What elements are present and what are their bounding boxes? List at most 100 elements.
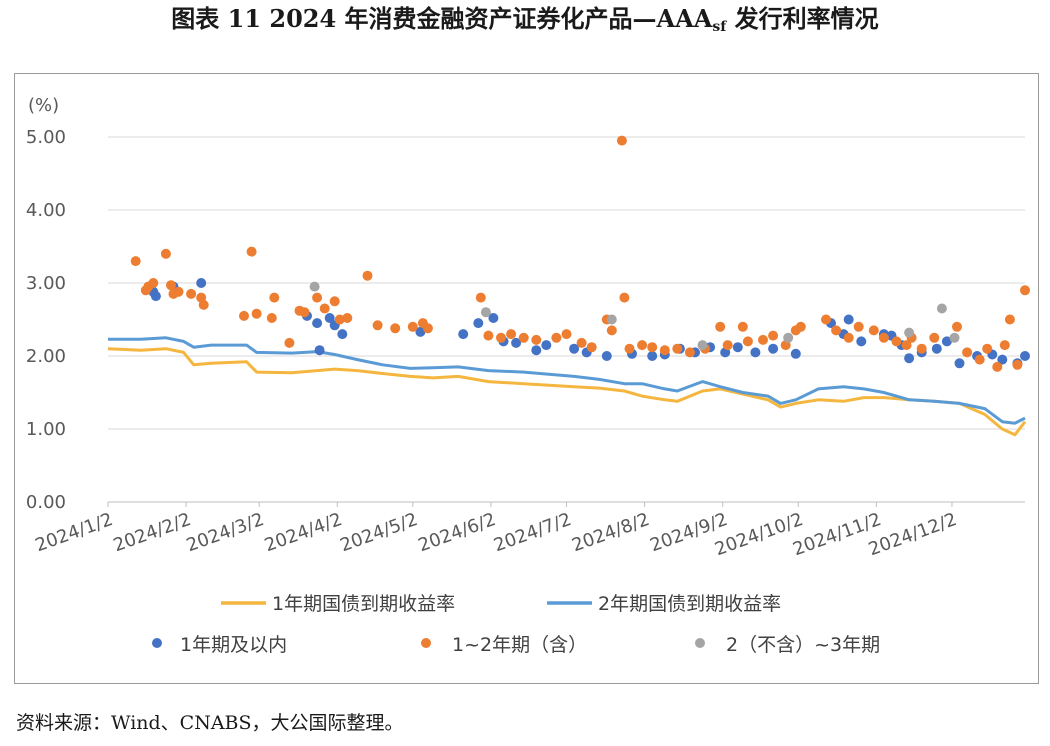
point-1-2y bbox=[821, 314, 831, 325]
point-1-2y bbox=[334, 314, 345, 325]
point-1-2y bbox=[768, 330, 779, 341]
point-1-2y bbox=[342, 313, 353, 323]
point-within-1y bbox=[511, 337, 522, 348]
point-1-2y bbox=[715, 321, 726, 332]
y-tick-label: 5.00 bbox=[26, 127, 66, 148]
legend-label-1-2y: 1~2年期（含） bbox=[452, 634, 587, 656]
point-within-1y bbox=[458, 329, 469, 340]
x-tick-label: 2024/7/2 bbox=[491, 509, 574, 556]
point-1-2y bbox=[531, 334, 542, 345]
point-within-1y bbox=[312, 318, 323, 329]
point-1-2y bbox=[737, 321, 748, 332]
point-within-1y bbox=[941, 336, 952, 347]
point-2-3y bbox=[936, 303, 947, 314]
point-within-1y bbox=[541, 340, 552, 351]
point-1-2y bbox=[198, 299, 209, 310]
x-tick-label: 2024/10/2 bbox=[712, 509, 806, 560]
point-1-2y bbox=[616, 135, 627, 146]
point-1-2y bbox=[329, 296, 340, 307]
gridlines bbox=[108, 136, 1025, 503]
y-axis-unit-label: (%) bbox=[28, 95, 59, 116]
point-1-2y bbox=[586, 342, 597, 353]
point-within-1y bbox=[415, 326, 426, 337]
point-1-2y bbox=[483, 330, 494, 341]
legend-label-line-2y: 2年期国债到期收益率 bbox=[598, 593, 781, 615]
point-1-2y bbox=[982, 343, 993, 354]
legend-label-2-3y: 2（不含）~3年期 bbox=[726, 634, 880, 656]
point-1-2y bbox=[684, 347, 695, 358]
point-within-1y bbox=[1020, 351, 1030, 361]
point-1-2y bbox=[672, 343, 683, 354]
point-1-2y bbox=[561, 329, 572, 340]
point-1-2y bbox=[372, 320, 383, 331]
scatter-points bbox=[130, 135, 1030, 372]
x-tick-label: 2024/5/2 bbox=[337, 509, 420, 556]
point-1-2y bbox=[1012, 359, 1023, 370]
chart-title: 图表 11 2024 年消费金融资产证券化产品—AAAsf 发行利率情况 bbox=[171, 4, 879, 35]
y-tick-label: 4.00 bbox=[26, 200, 66, 221]
point-1-2y bbox=[173, 286, 184, 297]
point-1-2y bbox=[266, 313, 277, 323]
point-1-2y bbox=[962, 347, 973, 358]
point-1-2y bbox=[999, 340, 1010, 351]
point-1-2y bbox=[390, 323, 401, 334]
point-2-3y bbox=[904, 327, 915, 338]
chart-frame bbox=[14, 73, 1039, 684]
point-1-2y bbox=[619, 292, 630, 303]
y-tick-label: 2.00 bbox=[26, 346, 66, 367]
point-1-2y bbox=[974, 354, 985, 365]
point-1-2y bbox=[659, 345, 670, 356]
x-tick-label: 2024/6/2 bbox=[415, 509, 498, 556]
point-1-2y bbox=[1004, 314, 1015, 325]
point-1-2y bbox=[878, 332, 889, 343]
point-1-2y bbox=[506, 329, 517, 340]
point-1-2y bbox=[284, 337, 295, 348]
point-within-1y bbox=[488, 313, 499, 323]
point-1-2y bbox=[853, 321, 864, 332]
x-tick-label: 2024/12/2 bbox=[866, 509, 960, 560]
point-1-2y bbox=[1020, 285, 1030, 296]
point-within-1y bbox=[843, 314, 854, 325]
point-1-2y bbox=[742, 336, 753, 347]
point-1-2y bbox=[758, 334, 768, 345]
point-1-2y bbox=[952, 321, 962, 332]
point-within-1y bbox=[931, 343, 942, 354]
point-within-1y bbox=[647, 351, 658, 361]
line-1y-treasury-yield bbox=[107, 347, 1027, 437]
point-2-3y bbox=[606, 314, 617, 325]
legend-label-within-1y: 1年期及以内 bbox=[180, 634, 287, 656]
point-1-2y bbox=[518, 332, 529, 343]
point-within-1y bbox=[531, 345, 542, 356]
chart-svg: (%) 0.001.002.003.004.005.00 2024/1/2202… bbox=[26, 95, 1030, 656]
point-1-2y bbox=[647, 342, 658, 353]
point-1-2y bbox=[362, 270, 373, 281]
point-1-2y bbox=[166, 280, 176, 291]
point-1-2y bbox=[319, 303, 330, 314]
point-1-2y bbox=[496, 332, 506, 343]
point-1-2y bbox=[551, 332, 562, 343]
point-1-2y bbox=[269, 292, 280, 303]
point-1-2y bbox=[312, 292, 323, 303]
point-1-2y bbox=[624, 343, 635, 354]
point-within-1y bbox=[473, 318, 484, 329]
point-1-2y bbox=[160, 248, 171, 259]
point-within-1y bbox=[954, 358, 965, 369]
point-within-1y bbox=[997, 354, 1008, 365]
point-within-1y bbox=[750, 347, 761, 358]
point-1-2y bbox=[868, 325, 879, 336]
point-1-2y bbox=[637, 340, 648, 351]
legend-label-line-1y: 1年期国债到期收益率 bbox=[272, 593, 455, 615]
y-tick-label: 0.00 bbox=[26, 492, 66, 513]
point-1-2y bbox=[246, 246, 257, 257]
source-note: 资料来源：Wind、CNABS，大公国际整理。 bbox=[16, 712, 404, 734]
y-axis-ticks: 0.00 1.00 2.00 3.00 4.00 5.00 bbox=[26, 127, 66, 513]
point-1-2y bbox=[831, 325, 842, 336]
x-tick-label: 2024/8/2 bbox=[569, 509, 652, 556]
line-series bbox=[107, 336, 1027, 437]
point-2-3y bbox=[949, 332, 960, 343]
point-within-1y bbox=[324, 313, 335, 323]
point-1-2y bbox=[891, 336, 902, 347]
x-tick-label: 2024/3/2 bbox=[184, 509, 267, 556]
y-tick-label: 3.00 bbox=[26, 273, 66, 294]
point-1-2y bbox=[795, 321, 806, 332]
